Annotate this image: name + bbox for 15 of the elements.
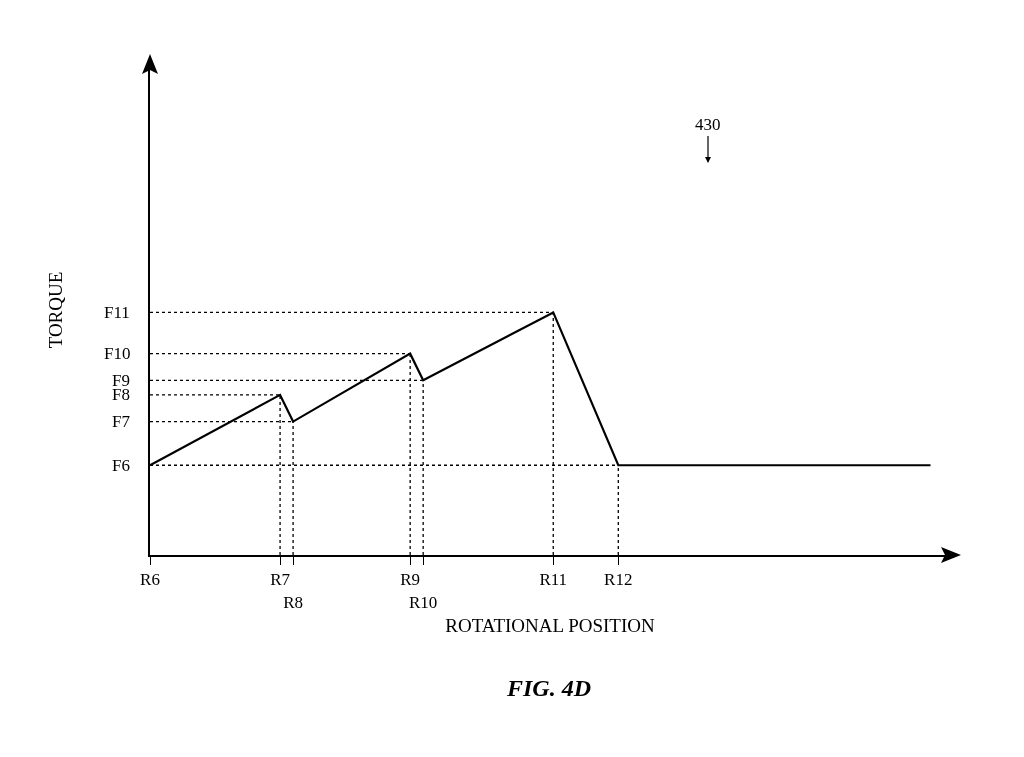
x-axis-title: ROTATIONAL POSITION bbox=[445, 614, 655, 636]
x-tick-label: R6 bbox=[140, 570, 160, 590]
x-tick-label: R9 bbox=[400, 570, 421, 590]
x-tick-label: R8 bbox=[283, 592, 304, 612]
annotation: F11 bbox=[104, 303, 130, 322]
annotation: F10 bbox=[104, 344, 131, 363]
x-tick-label: R11 bbox=[539, 570, 568, 590]
annotation: F7 bbox=[112, 412, 131, 431]
x-tick-label: R7 bbox=[270, 570, 291, 590]
caption: FIG. 4D bbox=[506, 675, 592, 701]
x-tick-label: R10 bbox=[409, 592, 438, 612]
text: 430 bbox=[695, 115, 721, 134]
annotation: F6 bbox=[112, 456, 130, 475]
y-axis-title: TORQUE bbox=[45, 271, 67, 349]
x-tick-label: R12 bbox=[604, 570, 633, 590]
